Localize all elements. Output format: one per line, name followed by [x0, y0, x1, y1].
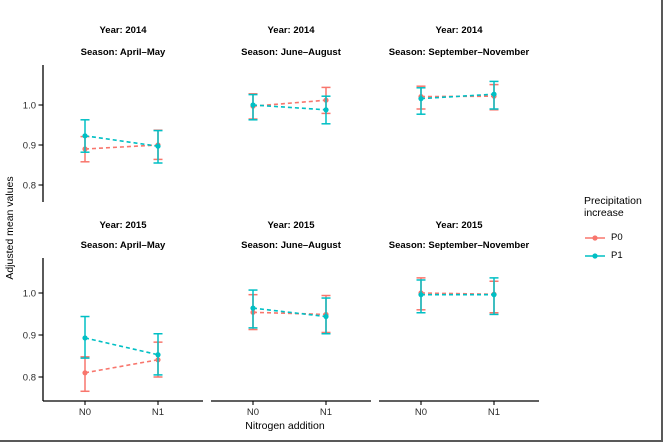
series-line-p1 — [84, 337, 159, 356]
data-point-p1 — [82, 335, 88, 341]
y-tick-label: 0.8 — [23, 181, 36, 192]
facet-strip-year: Year: 2014 — [267, 25, 315, 36]
series-line-p0 — [420, 292, 495, 296]
legend-item-p0: P0 — [584, 229, 661, 247]
data-point-p1 — [418, 292, 424, 298]
y-tick-label: 1.0 — [23, 289, 36, 300]
series-line-p0 — [252, 99, 327, 107]
y-tick-label: 0.9 — [23, 331, 36, 342]
series-line-p1 — [252, 307, 327, 318]
data-point-p1 — [250, 102, 256, 108]
facet-strip-year: Year: 2014 — [435, 25, 483, 36]
x-tick-label: N0 — [79, 407, 91, 418]
data-point-p0 — [82, 370, 88, 376]
legend-label-p1: P1 — [611, 250, 623, 262]
facet-strip-season: Season: April–May — [81, 240, 166, 251]
facet-strip-year: Year: 2015 — [435, 220, 483, 231]
data-point-p1 — [323, 313, 329, 320]
legend-label-p0: P0 — [611, 232, 623, 244]
x-tick-label: N0 — [415, 407, 427, 418]
y-tick-label: 0.8 — [23, 373, 36, 384]
legend-item-p1: P1 — [584, 247, 661, 265]
data-point-p1 — [155, 143, 161, 149]
facet-strip-season: Season: September–November — [389, 240, 530, 251]
facet-strip-year: Year: 2014 — [99, 25, 147, 36]
facet-strip-season: Season: September–November — [389, 47, 530, 58]
x-tick-label: N1 — [488, 407, 500, 418]
series-line-p0 — [252, 311, 327, 316]
series-line-p1 — [84, 135, 159, 147]
x-axis-title: Nitrogen addition — [245, 420, 325, 432]
y-tick-label: 1.0 — [23, 101, 36, 112]
facet-strip-year: Year: 2015 — [99, 220, 147, 231]
facet-strip-season: Season: April–May — [81, 47, 166, 58]
x-tick-label: N1 — [320, 407, 332, 418]
y-axis-title: Adjusted mean values — [4, 176, 16, 280]
x-tick-label: N0 — [247, 407, 259, 418]
legend: Precipitation increase P0 P1 — [584, 195, 661, 265]
series-line-p0 — [84, 358, 159, 374]
data-point-p1 — [323, 107, 329, 113]
data-point-p1 — [155, 352, 161, 358]
x-tick-label: N1 — [152, 407, 164, 418]
y-tick-label: 0.9 — [23, 141, 36, 152]
data-point-p1 — [418, 96, 424, 102]
facet-strip-season: Season: June–August — [241, 47, 342, 58]
data-point-p1 — [491, 91, 497, 97]
series-line-p0 — [84, 144, 159, 150]
series-line-p1 — [252, 104, 327, 111]
data-point-p1 — [491, 292, 497, 298]
legend-key-p1-icon — [585, 253, 605, 259]
legend-title: Precipitation increase — [584, 195, 642, 220]
facet-strip-year: Year: 2015 — [267, 220, 315, 231]
data-point-p1 — [82, 133, 88, 139]
legend-key-p0-icon — [585, 235, 605, 241]
data-point-p1 — [250, 305, 256, 311]
series-line-p1 — [420, 93, 495, 100]
facet-strip-season: Season: June–August — [241, 240, 342, 251]
